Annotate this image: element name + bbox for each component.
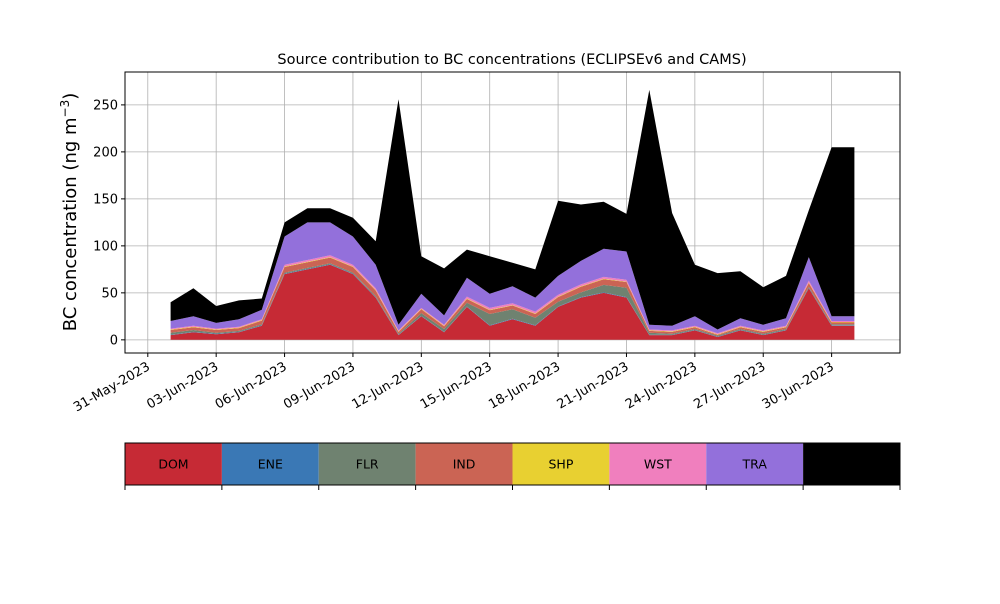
y-tick-label: 200 bbox=[93, 145, 118, 160]
legend-swatch-flr bbox=[318, 443, 416, 485]
legend-label-tra: TRA bbox=[742, 457, 768, 472]
legend: DOM ENE FLR IND SHP WST TRA BB bbox=[124, 442, 901, 490]
y-axis-label-close: ) bbox=[60, 93, 81, 100]
y-axis: 0 50 100 150 200 250 bbox=[93, 98, 125, 348]
legend-swatch-ene bbox=[221, 443, 319, 485]
x-axis: 31-May-202303-Jun-202306-Jun-202309-Jun-… bbox=[71, 353, 837, 415]
x-tick-label: 18-Jun-2023 bbox=[486, 359, 563, 412]
y-tick-label: 50 bbox=[101, 286, 118, 301]
legend-swatch-bb bbox=[803, 443, 900, 485]
x-tick-label: 09-Jun-2023 bbox=[281, 359, 358, 412]
legend-swatch-wst bbox=[609, 443, 707, 485]
area-tra bbox=[170, 222, 855, 334]
area-shp bbox=[170, 257, 855, 335]
x-tick-label: 27-Jun-2023 bbox=[691, 359, 768, 412]
area-wst bbox=[170, 255, 855, 335]
x-tick-label: 12-Jun-2023 bbox=[350, 359, 427, 412]
area-dom bbox=[170, 264, 855, 340]
x-tick-label: 06-Jun-2023 bbox=[213, 359, 290, 412]
legend-label-ind: IND bbox=[453, 457, 476, 472]
x-tick-label: 31-May-2023 bbox=[71, 359, 153, 415]
x-tick-label: 15-Jun-2023 bbox=[418, 359, 495, 412]
area-flr bbox=[170, 263, 855, 337]
y-axis-label-sup: −3 bbox=[58, 100, 72, 118]
legend-label-ene: ENE bbox=[258, 457, 283, 472]
legend-label-wst: WST bbox=[644, 457, 672, 472]
legend-swatch-tra bbox=[706, 443, 804, 485]
x-tick-label: 30-Jun-2023 bbox=[760, 359, 837, 412]
legend-swatch-dom bbox=[125, 443, 222, 485]
y-tick-label: 0 bbox=[110, 333, 118, 348]
chart-title: Source contribution to BC concentrations… bbox=[277, 52, 746, 68]
y-tick-label: 150 bbox=[93, 192, 118, 207]
y-axis-label: BC concentration (ng m−3) bbox=[58, 93, 81, 332]
y-axis-label-main: BC concentration (ng m bbox=[60, 117, 81, 331]
legend-label-dom: DOM bbox=[158, 457, 188, 472]
plot-frame bbox=[124, 71, 901, 354]
y-tick-label: 250 bbox=[93, 98, 118, 113]
x-tick-label: 24-Jun-2023 bbox=[623, 359, 700, 412]
legend-label-shp: SHP bbox=[549, 457, 574, 472]
legend-label-bb: BB bbox=[843, 457, 860, 472]
stacked-areas bbox=[170, 89, 855, 340]
x-tick-label: 03-Jun-2023 bbox=[144, 359, 221, 412]
legend-swatch-shp bbox=[512, 443, 610, 485]
legend-swatch-ind bbox=[415, 443, 513, 485]
x-tick-label: 21-Jun-2023 bbox=[555, 359, 632, 412]
legend-label-flr: FLR bbox=[356, 457, 379, 472]
area-ind bbox=[170, 257, 855, 336]
area-bb bbox=[170, 89, 855, 330]
y-tick-label: 100 bbox=[93, 239, 118, 254]
